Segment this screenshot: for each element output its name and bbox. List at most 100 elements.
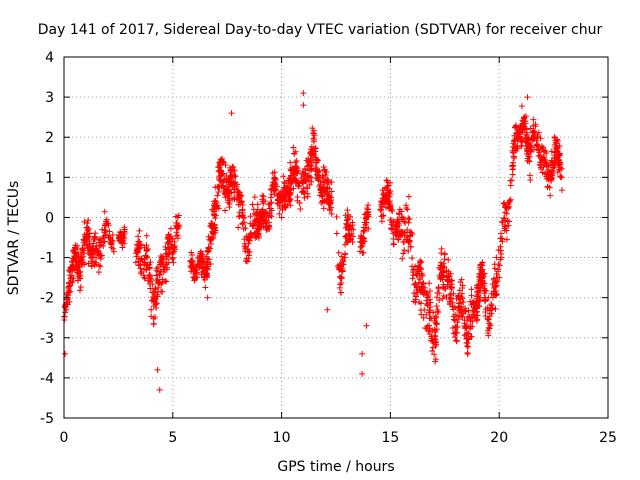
- data-point: [448, 284, 455, 291]
- data-point: [249, 201, 256, 208]
- data-point: [260, 210, 267, 217]
- data-point: [328, 188, 335, 195]
- data-point: [433, 321, 440, 328]
- data-point: [465, 330, 472, 337]
- data-point: [162, 277, 169, 284]
- data-point: [284, 202, 291, 209]
- data-point: [394, 228, 401, 235]
- data-point: [282, 185, 289, 192]
- data-point: [461, 332, 468, 339]
- data-point: [390, 241, 397, 248]
- data-point: [81, 231, 88, 238]
- data-point: [204, 255, 211, 262]
- data-point: [138, 255, 145, 262]
- data-point: [119, 234, 126, 241]
- data-point: [134, 249, 141, 256]
- data-point: [154, 276, 161, 283]
- data-point: [210, 235, 217, 242]
- data-point: [333, 230, 340, 237]
- data-point: [307, 151, 314, 157]
- data-point: [216, 174, 223, 181]
- data-point: [227, 175, 234, 182]
- data-point: [165, 240, 172, 247]
- data-point: [526, 158, 533, 165]
- data-point: [386, 205, 393, 212]
- data-point: [536, 161, 543, 168]
- data-point: [251, 194, 258, 201]
- data-point: [535, 147, 542, 154]
- data-point: [486, 325, 493, 332]
- data-point: [188, 249, 195, 256]
- data-point: [400, 250, 407, 257]
- data-point: [84, 220, 91, 227]
- data-point: [96, 262, 103, 269]
- data-point: [74, 277, 81, 284]
- data-point: [558, 187, 565, 194]
- data-point: [97, 238, 104, 245]
- data-point: [69, 278, 76, 285]
- data-point: [307, 167, 314, 174]
- data-point: [533, 143, 540, 150]
- data-point: [220, 182, 227, 189]
- data-point: [90, 236, 97, 243]
- data-point: [339, 257, 346, 264]
- data-point: [439, 276, 446, 283]
- data-point: [267, 194, 274, 201]
- data-point: [476, 287, 483, 294]
- data-point: [299, 171, 306, 178]
- data-point: [458, 294, 465, 301]
- data-point: [170, 259, 177, 266]
- data-point: [432, 318, 438, 325]
- data-point: [477, 266, 484, 273]
- data-point: [204, 247, 211, 254]
- data-point: [493, 291, 500, 298]
- data-point: [152, 301, 159, 308]
- data-point: [440, 281, 447, 288]
- data-point: [485, 294, 492, 301]
- data-point: [511, 138, 518, 145]
- data-point: [320, 205, 327, 212]
- data-point: [426, 296, 433, 303]
- data-point: [288, 172, 295, 179]
- data-point: [524, 147, 531, 154]
- data-point: [163, 250, 170, 257]
- data-point: [390, 223, 397, 230]
- data-point: [308, 162, 315, 169]
- data-point: [263, 224, 270, 231]
- data-point: [407, 243, 414, 250]
- data-point: [462, 323, 469, 330]
- data-point: [389, 207, 396, 214]
- data-point: [212, 215, 219, 222]
- data-point: [162, 251, 169, 258]
- x-tick-label: 0: [60, 430, 69, 446]
- data-point: [520, 124, 527, 131]
- data-point: [378, 198, 385, 205]
- y-axis-label: SDTVAR / TECUs: [6, 181, 22, 296]
- data-point: [102, 227, 109, 234]
- data-point: [82, 237, 89, 244]
- data-point: [236, 189, 243, 196]
- data-point: [121, 224, 128, 231]
- data-point: [150, 289, 157, 296]
- data-point: [259, 192, 266, 199]
- data-point: [343, 217, 350, 224]
- data-point: [390, 236, 397, 243]
- data-point: [496, 274, 503, 281]
- data-point: [251, 217, 258, 224]
- data-point: [275, 192, 282, 199]
- data-point: [467, 315, 474, 322]
- data-point: [267, 200, 274, 207]
- data-point: [290, 185, 297, 192]
- data-point: [278, 214, 285, 221]
- data-point: [430, 309, 437, 316]
- data-point: [150, 320, 157, 327]
- data-point: [379, 187, 386, 194]
- data-point: [426, 315, 433, 322]
- data-point: [161, 266, 168, 273]
- data-point: [551, 149, 558, 156]
- data-point: [174, 225, 181, 232]
- data-point: [74, 249, 81, 256]
- data-point: [242, 244, 249, 251]
- data-point: [66, 279, 73, 286]
- data-point: [459, 285, 466, 292]
